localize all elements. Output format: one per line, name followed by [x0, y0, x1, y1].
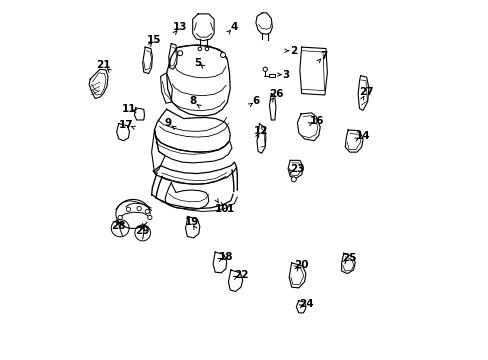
- Text: 12: 12: [253, 126, 267, 136]
- Text: 11: 11: [122, 104, 137, 114]
- Polygon shape: [154, 109, 230, 152]
- Circle shape: [177, 51, 183, 56]
- Text: 19: 19: [184, 217, 199, 227]
- Polygon shape: [153, 162, 236, 184]
- Polygon shape: [142, 47, 152, 73]
- Polygon shape: [116, 123, 129, 141]
- Polygon shape: [288, 263, 305, 288]
- Text: 27: 27: [358, 87, 372, 98]
- Text: 20: 20: [294, 260, 308, 270]
- Text: 8: 8: [189, 96, 196, 107]
- Text: 2: 2: [289, 46, 297, 56]
- Polygon shape: [297, 113, 320, 141]
- Text: 13: 13: [173, 22, 187, 32]
- Text: 10: 10: [215, 204, 229, 214]
- Text: 26: 26: [268, 89, 283, 99]
- Text: 23: 23: [289, 163, 304, 174]
- Text: 21: 21: [96, 60, 110, 70]
- Polygon shape: [89, 69, 108, 99]
- Text: 9: 9: [164, 118, 171, 128]
- Circle shape: [291, 177, 296, 182]
- Polygon shape: [287, 160, 303, 178]
- Bar: [268, 73, 275, 77]
- Polygon shape: [255, 13, 272, 34]
- Polygon shape: [166, 45, 230, 116]
- Text: 24: 24: [298, 299, 313, 309]
- Polygon shape: [296, 301, 305, 313]
- Circle shape: [220, 53, 225, 58]
- Text: 29: 29: [135, 226, 150, 236]
- Text: 14: 14: [355, 131, 369, 141]
- Polygon shape: [341, 253, 354, 274]
- Circle shape: [205, 47, 208, 51]
- Text: 17: 17: [119, 120, 134, 130]
- Text: 15: 15: [147, 35, 162, 45]
- Text: 6: 6: [252, 96, 259, 106]
- Polygon shape: [257, 123, 265, 153]
- Polygon shape: [160, 73, 172, 103]
- Polygon shape: [154, 130, 231, 163]
- Polygon shape: [269, 94, 275, 120]
- Text: 16: 16: [309, 116, 323, 126]
- Text: 28: 28: [111, 221, 126, 231]
- Polygon shape: [185, 216, 200, 238]
- Circle shape: [118, 215, 122, 220]
- Text: 22: 22: [233, 270, 248, 280]
- Polygon shape: [165, 183, 208, 209]
- Circle shape: [263, 67, 267, 71]
- Text: 5: 5: [194, 58, 201, 68]
- Polygon shape: [168, 44, 177, 69]
- Polygon shape: [213, 252, 226, 273]
- Text: 18: 18: [218, 252, 233, 262]
- Polygon shape: [345, 130, 363, 152]
- Text: 3: 3: [282, 69, 289, 80]
- Polygon shape: [151, 130, 165, 173]
- Polygon shape: [299, 47, 326, 95]
- Text: 25: 25: [342, 253, 356, 263]
- Polygon shape: [357, 76, 368, 111]
- Text: 4: 4: [230, 22, 237, 32]
- Circle shape: [198, 47, 201, 51]
- Polygon shape: [134, 108, 144, 120]
- Text: 7: 7: [320, 51, 327, 61]
- Polygon shape: [228, 270, 242, 292]
- Circle shape: [145, 209, 149, 213]
- Polygon shape: [192, 14, 214, 41]
- Circle shape: [137, 206, 141, 211]
- Circle shape: [147, 215, 152, 220]
- Circle shape: [126, 207, 130, 211]
- Text: 1: 1: [226, 204, 233, 214]
